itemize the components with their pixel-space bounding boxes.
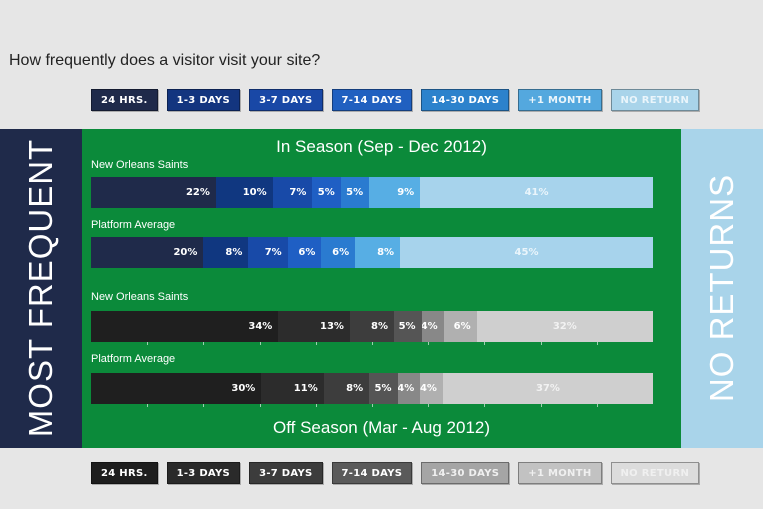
bar-tick — [372, 342, 373, 345]
bar-tick — [484, 342, 486, 345]
bar-tick — [259, 404, 261, 407]
bar-segment-1-0-6: 32% — [476, 311, 653, 342]
bar-tick — [540, 342, 542, 345]
in-season-chip-4: 14-30 DAYS — [421, 89, 510, 111]
bar-segment-1-0-4: 4% — [421, 311, 444, 342]
bar-segment-0-0-2: 7% — [272, 177, 313, 208]
off-season-saints-label: New Orleans Saints — [91, 291, 189, 303]
bar-tick — [315, 404, 317, 407]
bar-segment-1-0-1: 13% — [278, 311, 350, 342]
in-season-platform-bar: 20% 8% 7% 6% 6% 8% 45% — [91, 237, 653, 268]
in-season-chip-6: NO RETURN — [610, 89, 700, 111]
most-frequent-label: MOST FREQUENT — [22, 138, 59, 438]
off-season-chip-1: 1-3 DAYS — [166, 462, 241, 484]
bar-tick — [259, 342, 261, 345]
in-season-saints-bar: 22% 10% 7% 5% 5% 9% 41% — [91, 177, 653, 208]
bar-tick — [428, 342, 430, 345]
no-returns-panel: NO RETURNS — [681, 129, 763, 448]
in-season-saints-label: New Orleans Saints — [91, 159, 189, 171]
most-frequent-panel: MOST FREQUENT — [0, 129, 82, 448]
bar-segment-1-1-2: 8% — [323, 373, 370, 404]
bar-segment-1-0-3: 5% — [394, 311, 422, 342]
bar-segment-0-0-6: 41% — [420, 177, 653, 208]
off-season-chip-5: +1 MONTH — [518, 462, 602, 484]
bar-tick — [540, 404, 542, 407]
bar-segment-1-1-3: 5% — [369, 373, 398, 404]
bar-tick — [147, 404, 149, 407]
legend-in-season: 24 HRS. 1-3 DAYS 3-7 DAYS 7-14 DAYS 14-30 DA… — [91, 89, 700, 111]
bar-segment-1-1-5: 4% — [420, 373, 443, 404]
bar-tick — [428, 404, 430, 407]
in-season-chip-2: 3-7 DAYS — [249, 89, 323, 111]
off-season-chip-4: 14-30 DAYS — [421, 462, 510, 484]
bar-tick — [315, 342, 317, 345]
off-season-title: Off Season (Mar - Aug 2012) — [272, 418, 491, 437]
bar-segment-1-0-5: 6% — [443, 311, 477, 342]
off-season-chip-6: NO RETURN — [610, 462, 700, 484]
in-season-chip-0: 24 HRS. — [91, 89, 158, 111]
bar-segment-0-1-1: 8% — [203, 237, 249, 268]
bar-segment-0-0-0: 22% — [91, 177, 216, 208]
bar-tick — [203, 404, 205, 407]
bar-segment-1-0-2: 8% — [349, 311, 395, 342]
off-season-saints-bar: 34% 13% 8% 5% 4% 6% 32% — [91, 311, 653, 345]
bar-segment-1-1-1: 11% — [261, 373, 324, 404]
bar-segment-0-0-5: 9% — [369, 177, 421, 208]
bar-segment-1-1-4: 4% — [397, 373, 421, 404]
bar-segment-0-1-2: 7% — [248, 237, 288, 268]
bar-segment-0-1-6: 45% — [400, 237, 653, 268]
off-season-chip-0: 24 HRS. — [91, 462, 158, 484]
off-season-chip-3: 7-14 DAYS — [331, 462, 413, 484]
in-season-title: In Season (Sep - Dec 2012) — [276, 137, 487, 156]
in-season-chip-3: 7-14 DAYS — [331, 89, 413, 111]
off-season-chip-2: 3-7 DAYS — [249, 462, 323, 484]
bar-tick — [203, 342, 205, 345]
bar-tick — [596, 404, 598, 407]
in-season-chip-5: +1 MONTH — [518, 89, 602, 111]
bar-tick — [484, 404, 486, 407]
bar-segment-0-0-1: 10% — [215, 177, 273, 208]
bar-segment-1-1-6: 37% — [442, 373, 653, 404]
no-returns-label: NO RETURNS — [703, 173, 740, 403]
question-text: How frequently does a visitor visit your… — [9, 52, 321, 69]
bar-segment-1-1-0: 30% — [91, 373, 262, 404]
chart-band: MOST FREQUENT In Season (Sep - Dec 2012)… — [0, 129, 763, 448]
bar-segment-0-0-4: 5% — [340, 177, 370, 208]
off-season-platform-label: Platform Average — [91, 353, 176, 365]
bar-segment-0-1-3: 6% — [287, 237, 322, 268]
off-season-platform-bar: 30% 11% 8% 5% 4% 4% 37% — [91, 373, 653, 407]
in-season-platform-label: Platform Average — [91, 219, 176, 231]
bar-tick — [596, 342, 598, 345]
chart-area: In Season (Sep - Dec 2012) New Orleans S… — [82, 129, 681, 448]
bar-segment-0-0-3: 5% — [312, 177, 341, 208]
bar-segment-0-1-0: 20% — [91, 237, 204, 268]
bar-segment-1-0-0: 34% — [91, 311, 279, 342]
bar-tick — [372, 404, 373, 407]
legend-off-season: 24 HRS. 1-3 DAYS 3-7 DAYS 7-14 DAYS 14-30 DA… — [91, 462, 700, 484]
bar-segment-0-1-5: 8% — [355, 237, 401, 268]
bar-tick — [147, 342, 149, 345]
bar-segment-0-1-4: 6% — [321, 237, 356, 268]
in-season-chip-1: 1-3 DAYS — [166, 89, 241, 111]
